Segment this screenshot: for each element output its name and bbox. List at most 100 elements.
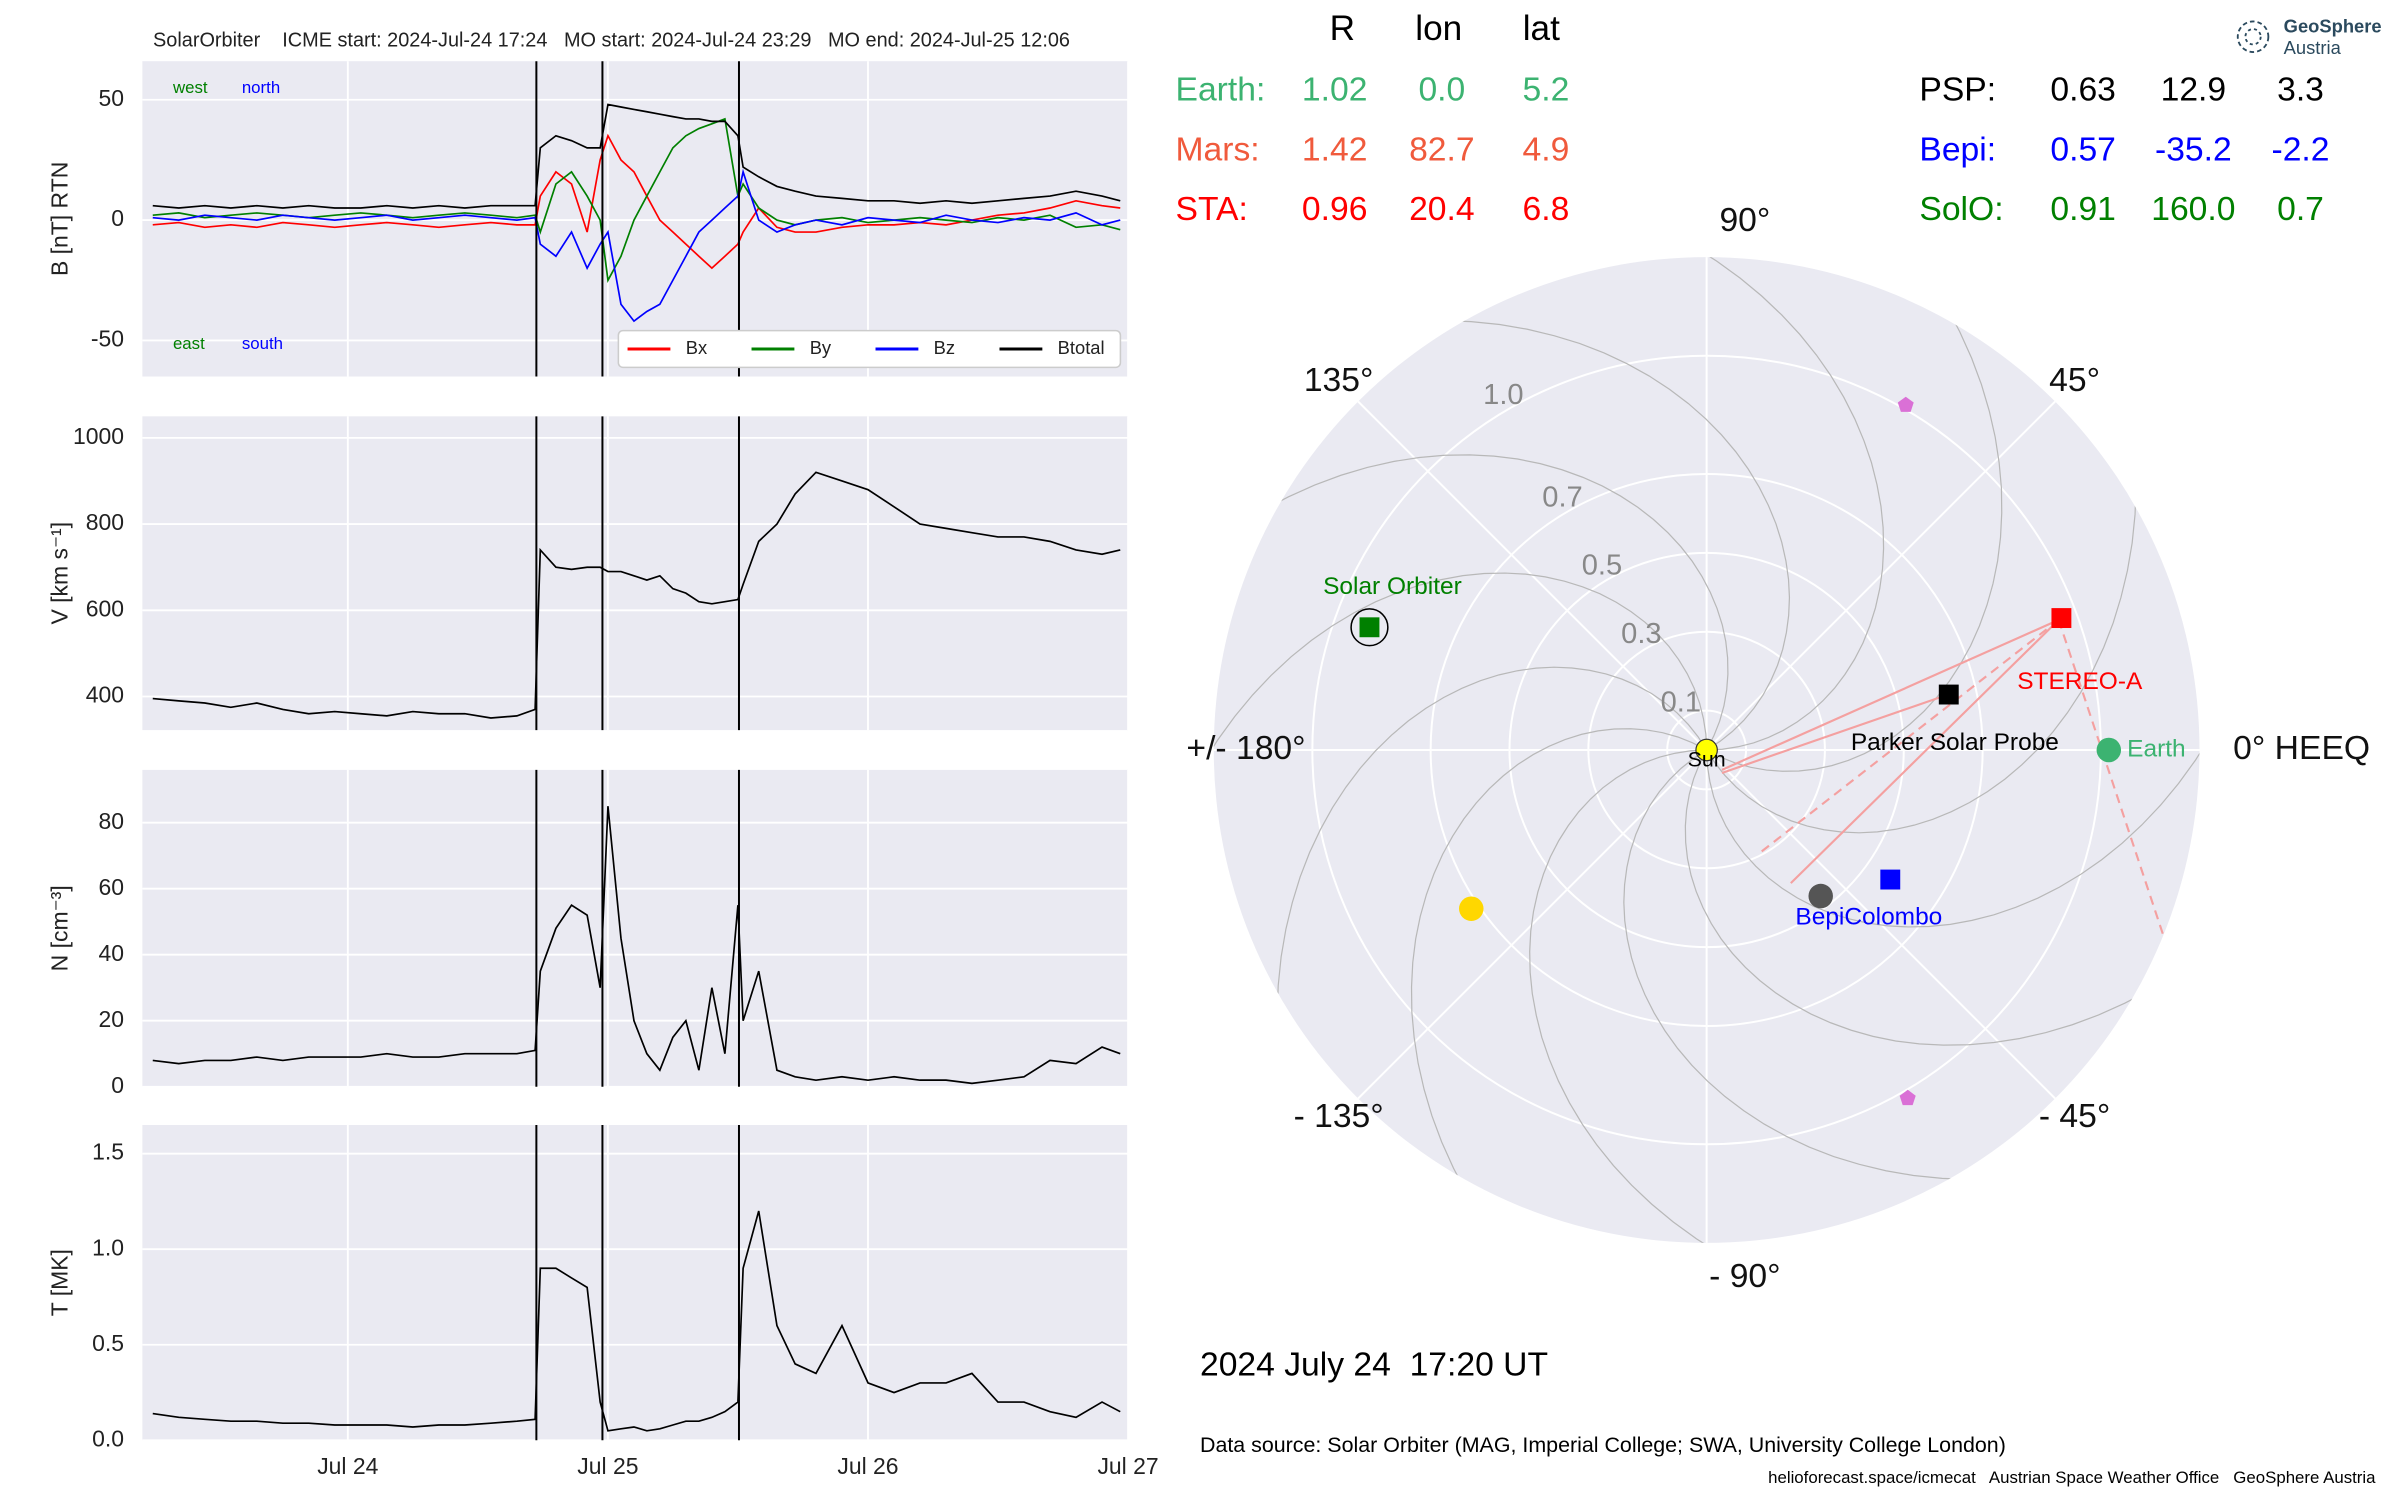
- annotation: north: [242, 78, 280, 97]
- marker: [2051, 608, 2072, 629]
- plot-background: [142, 1125, 1129, 1441]
- table-header: R: [1330, 9, 1355, 48]
- y-tick-label: 600: [86, 595, 124, 621]
- sun-label: Sun: [1688, 747, 1726, 771]
- table-name: SolO:: [1919, 191, 2003, 228]
- date: 2024 July 24 17:20 UT: [1200, 1347, 1548, 1384]
- legend-box: [617, 329, 1122, 369]
- x-tick-label: Jul 25: [577, 1453, 638, 1479]
- panel-title: SolarOrbiter ICME start: 2024-Jul-24 17:…: [153, 30, 1070, 52]
- y-tick-label: 1.5: [92, 1139, 124, 1165]
- table-value: 5.2: [1523, 72, 1570, 109]
- annotation: south: [242, 334, 283, 353]
- table-value: 0.96: [1302, 191, 1368, 228]
- spiral: [1706, 487, 2200, 928]
- table-value: 0.91: [2050, 191, 2116, 228]
- spiral: [1213, 572, 1708, 1013]
- table-value: 1.02: [1302, 72, 1368, 109]
- logo: GeoSphere Austria: [2236, 15, 2382, 58]
- table-value: 1.42: [1302, 131, 1368, 168]
- y-axis-label: B [nT] RTN: [46, 162, 72, 276]
- marker: [1880, 869, 1901, 890]
- y-tick-label: 60: [98, 874, 124, 900]
- y-axis-label: V [km s⁻¹]: [46, 522, 72, 625]
- marker-label: Earth: [2127, 735, 2185, 762]
- table-header: lon: [1415, 9, 1462, 48]
- table-header: lat: [1523, 9, 1560, 48]
- plot-background: [142, 416, 1129, 731]
- table-value: 0.63: [2050, 72, 2116, 109]
- data-line: [152, 471, 1121, 719]
- sun: [1695, 738, 1718, 762]
- x-tick-label: Jul 24: [317, 1453, 378, 1479]
- y-tick-label: 0.0: [92, 1425, 124, 1451]
- marker: [1808, 883, 1833, 909]
- plot-background: [142, 769, 1129, 1087]
- table-value: 6.8: [1523, 191, 1570, 228]
- r-tick-label: 0.5: [1582, 550, 1622, 582]
- logo-text: Austria: [2284, 37, 2342, 58]
- data-line: [152, 103, 1121, 209]
- y-tick-label: 0.5: [92, 1330, 124, 1356]
- y-tick-label: 50: [98, 85, 124, 111]
- legend-label: By: [810, 337, 832, 358]
- theta-tick-label: +/- 180°: [1186, 730, 1305, 767]
- connector: [1790, 619, 2060, 884]
- y-tick-label: -50: [91, 325, 124, 351]
- table-value: -35.2: [2155, 131, 2232, 168]
- source: Data source: Solar Orbiter (MAG, Imperia…: [1200, 1433, 2006, 1457]
- marker-label: STEREO-A: [2017, 668, 2143, 695]
- y-tick-label: 1.0: [92, 1234, 124, 1260]
- data-line: [152, 1210, 1121, 1432]
- data-line: [152, 168, 1121, 323]
- connector: [2057, 619, 2164, 935]
- panel: 400 600 800 1000 V [km s⁻¹]: [46, 416, 1129, 731]
- table-name: PSP:: [1919, 72, 1996, 109]
- y-tick-label: 80: [98, 808, 124, 834]
- x-tick-label: Jul 26: [837, 1453, 898, 1479]
- theta-tick-label: - 45°: [2039, 1098, 2110, 1135]
- annotation: east: [173, 334, 205, 353]
- table-value: 12.9: [2161, 72, 2227, 109]
- theta-tick-label: - 90°: [1709, 1258, 1780, 1295]
- data-line: [152, 806, 1121, 1085]
- markers: [1350, 396, 2122, 1106]
- theta-tick-label: 45°: [2049, 362, 2100, 399]
- footer: helioforecast.space/icmecat Austrian Spa…: [1768, 1468, 2376, 1487]
- r-tick-label: 0.3: [1621, 618, 1661, 650]
- marker: [1897, 396, 1914, 412]
- table-value: 3.3: [2277, 72, 2324, 109]
- spiral: [1444, 257, 1885, 751]
- y-tick-label: 0: [111, 1072, 124, 1098]
- table-value: 82.7: [1409, 131, 1475, 168]
- marker-label: Parker Solar Probe: [1851, 729, 2059, 756]
- marker: [1899, 1089, 1916, 1106]
- polar-plot: 0.1 0.3 0.5 0.7 1.0 0° HEEQ 45° 90° 135° +/- 180°…: [1186, 202, 2370, 1295]
- legend-label: Bx: [686, 337, 707, 358]
- table-value: 20.4: [1409, 191, 1475, 228]
- theta-tick-label: - 135°: [1294, 1098, 1384, 1135]
- table-name: STA:: [1176, 191, 1248, 228]
- connector: [1721, 692, 1952, 774]
- r-tick-label: 0.1: [1661, 686, 1701, 718]
- table-value: 0.7: [2277, 191, 2324, 228]
- connector: [1721, 618, 2060, 771]
- theta-tick-label: 0° HEEQ: [2233, 730, 2370, 767]
- y-tick-label: 0: [111, 205, 124, 231]
- y-tick-label: 400: [86, 682, 124, 708]
- marker-label: BepiColombo: [1795, 903, 1942, 930]
- table-name: Earth:: [1176, 72, 1266, 109]
- spiral: [1529, 749, 1970, 1243]
- logo-icon: [2244, 28, 2262, 46]
- panel: 0.0 0.5 1.0 1.5 T [MK] Jul 24 Jul 25 Jul 26 Jul …: [46, 1125, 1159, 1479]
- theta-tick-label: 90°: [1719, 202, 1770, 239]
- table-value: 0.0: [1418, 72, 1465, 109]
- r-tick-label: 1.0: [1483, 379, 1523, 411]
- y-tick-label: 40: [98, 940, 124, 966]
- logo-text: GeoSphere: [2284, 15, 2382, 36]
- data-line: [152, 117, 1121, 283]
- marker: [1459, 896, 1484, 921]
